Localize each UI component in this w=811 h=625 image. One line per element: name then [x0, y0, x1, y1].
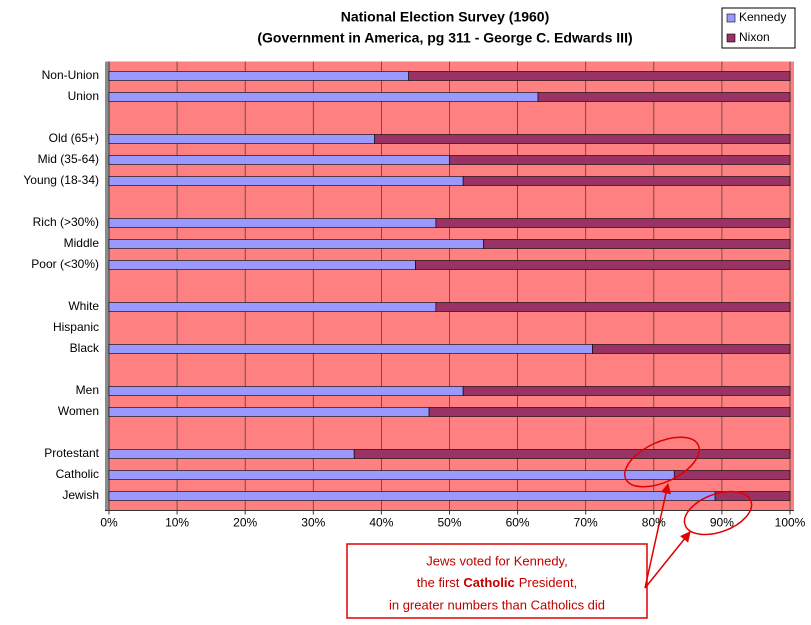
x-tick-label: 50%	[437, 516, 461, 530]
bar-segment	[108, 176, 464, 186]
bar-segment	[108, 260, 416, 270]
legend-label: Nixon	[739, 30, 770, 44]
bar-segment	[108, 407, 430, 417]
bar-segment	[108, 218, 437, 228]
y-tick-label: Old (65+)	[49, 131, 99, 145]
y-tick-label: Rich (>30%)	[33, 215, 99, 229]
x-tick-label: 0%	[100, 516, 118, 530]
y-tick-label: Union	[68, 89, 99, 103]
bar-segment	[108, 491, 716, 501]
annotation-line: the first Catholic President,	[417, 575, 577, 590]
y-tick-label: Jewish	[62, 488, 99, 502]
y-tick-label: Women	[58, 404, 99, 418]
y-tick-label: Protestant	[44, 446, 99, 460]
arrow	[644, 482, 672, 589]
y-tick-label: Poor (<30%)	[31, 257, 99, 271]
bar-segment	[108, 155, 450, 165]
x-tick-label: 90%	[710, 516, 734, 530]
bar-segment	[462, 176, 791, 186]
chart-subtitle: (Government in America, pg 311 - George …	[257, 30, 632, 46]
y-tick-label: Hispanic	[53, 320, 99, 334]
bar-segment	[714, 491, 791, 501]
y-tick-label: Men	[76, 383, 99, 397]
y-tick-label: Mid (35-64)	[38, 152, 99, 166]
bar-segment	[462, 386, 791, 396]
bar-segment	[449, 155, 791, 165]
bar-segment	[108, 239, 484, 249]
annotation-line: in greater numbers than Catholics did	[389, 597, 605, 612]
bar-segment	[353, 449, 791, 459]
annotation-text: the first	[417, 575, 460, 590]
bar-segment	[415, 260, 791, 270]
bar-segment	[108, 302, 437, 312]
annotation-line: Jews voted for Kennedy,	[426, 553, 567, 568]
bar-segment	[428, 407, 791, 417]
legend-swatch	[726, 33, 736, 43]
bar-segment	[108, 92, 539, 102]
bar-segment	[108, 344, 593, 354]
highlight-ellipse	[683, 490, 753, 536]
bar-segment	[108, 470, 675, 480]
bar-segment	[108, 71, 409, 81]
bar-segment	[483, 239, 791, 249]
annotation-bold: Catholic	[463, 575, 514, 590]
bar-segment	[108, 386, 464, 396]
legend-swatch	[726, 13, 736, 23]
x-tick-label: 80%	[642, 516, 666, 530]
bar-segment	[108, 449, 355, 459]
highlight-ellipse	[624, 436, 700, 488]
annotation-box	[346, 543, 648, 619]
plot-wall	[105, 61, 110, 511]
x-tick-label: 10%	[165, 516, 189, 530]
bar-segment	[673, 470, 791, 480]
x-tick-label: 70%	[574, 516, 598, 530]
y-tick-label: Catholic	[56, 467, 99, 481]
bar-segment	[435, 218, 791, 228]
y-tick-label: Non-Union	[42, 68, 99, 82]
x-tick-label: 30%	[301, 516, 325, 530]
bar-segment	[592, 344, 791, 354]
bar-segment	[435, 302, 791, 312]
bar-segment	[408, 71, 791, 81]
legend-label: Kennedy	[739, 10, 786, 24]
chart-title: National Election Survey (1960)	[341, 9, 550, 25]
bar-segment	[537, 92, 791, 102]
annotation-text: President,	[519, 575, 578, 590]
y-tick-label: White	[68, 299, 99, 313]
y-tick-label: Black	[70, 341, 100, 355]
y-tick-label: Young (18-34)	[23, 173, 99, 187]
bar-segment	[374, 134, 791, 144]
plot-area	[105, 61, 794, 515]
x-tick-label: 100%	[775, 516, 806, 530]
bar-segment	[108, 134, 375, 144]
x-tick-label: 60%	[506, 516, 530, 530]
x-tick-label: 40%	[369, 516, 393, 530]
x-tick-label: 20%	[233, 516, 257, 530]
arrow	[644, 531, 691, 589]
y-tick-label: Middle	[64, 236, 100, 250]
